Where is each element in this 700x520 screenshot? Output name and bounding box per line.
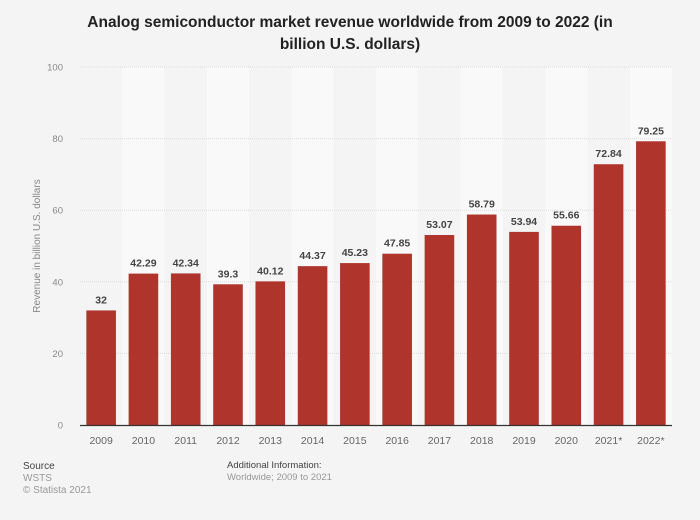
bar[interactable] bbox=[382, 253, 412, 425]
data-label: 79.25 bbox=[638, 125, 664, 137]
data-label: 32 bbox=[95, 294, 107, 306]
x-tick-label: 2013 bbox=[259, 435, 283, 447]
x-tick-label: 2014 bbox=[301, 435, 325, 447]
footer-source: Source WSTS © Statista 2021 bbox=[23, 461, 92, 497]
bar[interactable] bbox=[297, 266, 328, 425]
x-tick-label: 2022* bbox=[637, 435, 664, 447]
additional-info-text: Worldwide; 2009 to 2021 bbox=[227, 472, 332, 483]
copyright: © Statista 2021 bbox=[23, 485, 92, 496]
bars bbox=[86, 141, 666, 426]
bar[interactable] bbox=[340, 263, 370, 425]
source-name[interactable]: WSTS bbox=[23, 473, 52, 484]
data-label: 53.07 bbox=[426, 219, 452, 231]
bar[interactable] bbox=[170, 273, 201, 425]
bar[interactable] bbox=[213, 284, 243, 425]
y-axis-ticks: 0 20 40 60 80 100 bbox=[47, 63, 63, 432]
bar[interactable] bbox=[636, 141, 666, 425]
x-tick-label: 2021* bbox=[595, 435, 622, 447]
data-label: 42.29 bbox=[130, 258, 156, 270]
data-label: 55.66 bbox=[553, 210, 579, 222]
data-label: 45.23 bbox=[342, 247, 368, 259]
chart-title: Analog semiconductor market revenue worl… bbox=[0, 12, 700, 56]
data-label: 44.37 bbox=[299, 250, 325, 262]
data-label: 58.79 bbox=[469, 199, 495, 211]
y-axis-label: Revenue in billion U.S. dollars bbox=[32, 179, 43, 312]
x-tick-label: 2017 bbox=[428, 435, 452, 447]
additional-info-heading: Additional Information: bbox=[227, 460, 322, 471]
y-tick-label: 80 bbox=[52, 134, 63, 145]
data-label: 53.94 bbox=[511, 216, 537, 228]
bar[interactable] bbox=[551, 225, 582, 425]
data-labels: 32 42.29 42.34 39.3 40.12 44.37 45.23 47.85 53.0… bbox=[95, 125, 664, 306]
x-tick-label: 2020 bbox=[555, 435, 579, 447]
bar[interactable] bbox=[424, 235, 455, 425]
background-bands bbox=[80, 67, 672, 425]
x-tick-label: 2011 bbox=[174, 435, 197, 447]
source-heading: Source bbox=[23, 461, 55, 472]
y-tick-label: 100 bbox=[47, 63, 63, 74]
bar[interactable] bbox=[86, 310, 116, 425]
chart-title-line-1: Analog semiconductor market revenue worl… bbox=[87, 14, 613, 31]
bar[interactable] bbox=[128, 273, 159, 425]
y-tick-label: 20 bbox=[52, 349, 63, 360]
data-label: 39.3 bbox=[218, 268, 239, 280]
x-tick-label: 2018 bbox=[470, 435, 494, 447]
chart-title-line-2: billion U.S. dollars) bbox=[279, 36, 421, 53]
x-tick-label: 2016 bbox=[385, 435, 409, 447]
x-tick-label: 2009 bbox=[89, 435, 113, 447]
y-tick-label: 60 bbox=[52, 206, 63, 217]
bar[interactable] bbox=[593, 164, 624, 426]
y-tick-label: 40 bbox=[52, 277, 63, 288]
data-label: 40.12 bbox=[257, 265, 283, 277]
data-label: 42.34 bbox=[173, 257, 199, 269]
data-label: 72.84 bbox=[595, 148, 621, 160]
x-tick-label: 2010 bbox=[132, 435, 156, 447]
x-tick-label: 2012 bbox=[216, 435, 240, 447]
bar[interactable] bbox=[509, 231, 539, 425]
bar[interactable] bbox=[255, 281, 286, 425]
data-label: 47.85 bbox=[384, 238, 410, 250]
x-tick-label: 2019 bbox=[512, 435, 536, 447]
y-tick-label: 0 bbox=[58, 421, 63, 432]
bar[interactable] bbox=[466, 214, 497, 425]
x-axis-ticks: 2009 2010 2011 2012 2013 2014 2015 2016 2017 2018… bbox=[89, 435, 664, 447]
x-tick-label: 2015 bbox=[343, 435, 367, 447]
footer-additional-info: Additional Information: Worldwide; 2009 … bbox=[227, 460, 332, 484]
